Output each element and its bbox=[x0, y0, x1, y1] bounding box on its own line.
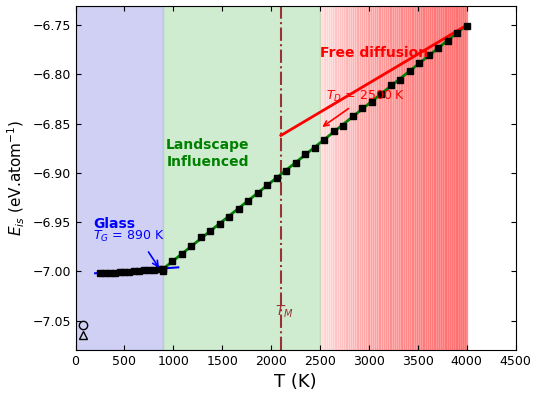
Bar bbox=[450, 6, 452, 350]
Bar bbox=[346, 6, 347, 350]
Bar bbox=[441, 6, 443, 350]
Text: $T_G$ = 890 K: $T_G$ = 890 K bbox=[93, 229, 165, 244]
Bar bbox=[419, 6, 421, 350]
Text: $T_M$: $T_M$ bbox=[275, 304, 294, 320]
Bar bbox=[324, 6, 325, 350]
Bar bbox=[426, 6, 428, 350]
Text: Glass: Glass bbox=[93, 217, 135, 231]
Bar bbox=[452, 6, 454, 350]
Bar bbox=[417, 6, 419, 350]
Bar bbox=[382, 6, 384, 350]
Bar bbox=[463, 6, 465, 350]
Bar bbox=[342, 6, 344, 350]
Bar bbox=[402, 6, 404, 350]
Bar bbox=[434, 6, 436, 350]
Bar bbox=[349, 6, 351, 350]
Bar bbox=[446, 6, 448, 350]
Bar bbox=[384, 6, 386, 350]
Bar bbox=[320, 6, 322, 350]
Bar bbox=[423, 6, 424, 350]
Bar bbox=[459, 6, 461, 350]
Bar bbox=[335, 6, 337, 350]
Bar bbox=[439, 6, 441, 350]
Bar bbox=[388, 6, 390, 350]
Bar bbox=[377, 6, 379, 350]
Bar bbox=[331, 6, 333, 350]
Bar bbox=[355, 6, 357, 350]
Bar bbox=[412, 6, 413, 350]
Bar bbox=[397, 6, 399, 350]
Text: Landscape
Influenced: Landscape Influenced bbox=[166, 139, 249, 169]
Bar bbox=[379, 6, 381, 350]
Bar bbox=[373, 6, 375, 350]
Bar bbox=[421, 6, 423, 350]
Bar bbox=[322, 6, 324, 350]
Bar bbox=[338, 6, 340, 350]
Bar bbox=[340, 6, 342, 350]
Bar bbox=[333, 6, 335, 350]
Bar bbox=[404, 6, 406, 350]
Bar bbox=[430, 6, 432, 350]
Bar bbox=[437, 6, 439, 350]
Bar bbox=[328, 6, 329, 350]
Text: $T_D$ = 2500 K: $T_D$ = 2500 K bbox=[324, 89, 405, 126]
Bar bbox=[163, 6, 320, 350]
Bar bbox=[408, 6, 410, 350]
Bar bbox=[443, 6, 445, 350]
Bar bbox=[390, 6, 391, 350]
Bar bbox=[432, 6, 434, 350]
Bar bbox=[76, 6, 163, 350]
Bar bbox=[391, 6, 393, 350]
Bar bbox=[369, 6, 371, 350]
Bar bbox=[344, 6, 346, 350]
Bar bbox=[445, 6, 446, 350]
Bar bbox=[371, 6, 373, 350]
Bar bbox=[458, 6, 459, 350]
Bar bbox=[381, 6, 382, 350]
Bar bbox=[428, 6, 430, 350]
Bar bbox=[362, 6, 364, 350]
Bar bbox=[461, 6, 463, 350]
Bar bbox=[415, 6, 417, 350]
Bar bbox=[375, 6, 377, 350]
Bar bbox=[366, 6, 368, 350]
Bar bbox=[337, 6, 338, 350]
Bar bbox=[329, 6, 331, 350]
Bar bbox=[424, 6, 426, 350]
Bar bbox=[448, 6, 450, 350]
Bar bbox=[393, 6, 395, 350]
Bar bbox=[413, 6, 415, 350]
Bar bbox=[359, 6, 360, 350]
Y-axis label: $E_{is}$ (eV.atom$^{-1}$): $E_{is}$ (eV.atom$^{-1}$) bbox=[5, 119, 27, 236]
Bar bbox=[399, 6, 401, 350]
Bar bbox=[360, 6, 362, 350]
Bar bbox=[353, 6, 355, 350]
Bar bbox=[364, 6, 366, 350]
Bar bbox=[465, 6, 467, 350]
Bar bbox=[401, 6, 402, 350]
Bar bbox=[347, 6, 349, 350]
Bar bbox=[410, 6, 412, 350]
Bar bbox=[357, 6, 359, 350]
Bar bbox=[436, 6, 437, 350]
Bar bbox=[395, 6, 397, 350]
Bar bbox=[455, 6, 458, 350]
X-axis label: T (K): T (K) bbox=[274, 374, 317, 391]
Bar bbox=[368, 6, 369, 350]
Text: Free diffusion: Free diffusion bbox=[320, 46, 428, 60]
Bar bbox=[406, 6, 408, 350]
Bar bbox=[386, 6, 388, 350]
Bar bbox=[325, 6, 328, 350]
Bar bbox=[351, 6, 353, 350]
Bar bbox=[454, 6, 455, 350]
